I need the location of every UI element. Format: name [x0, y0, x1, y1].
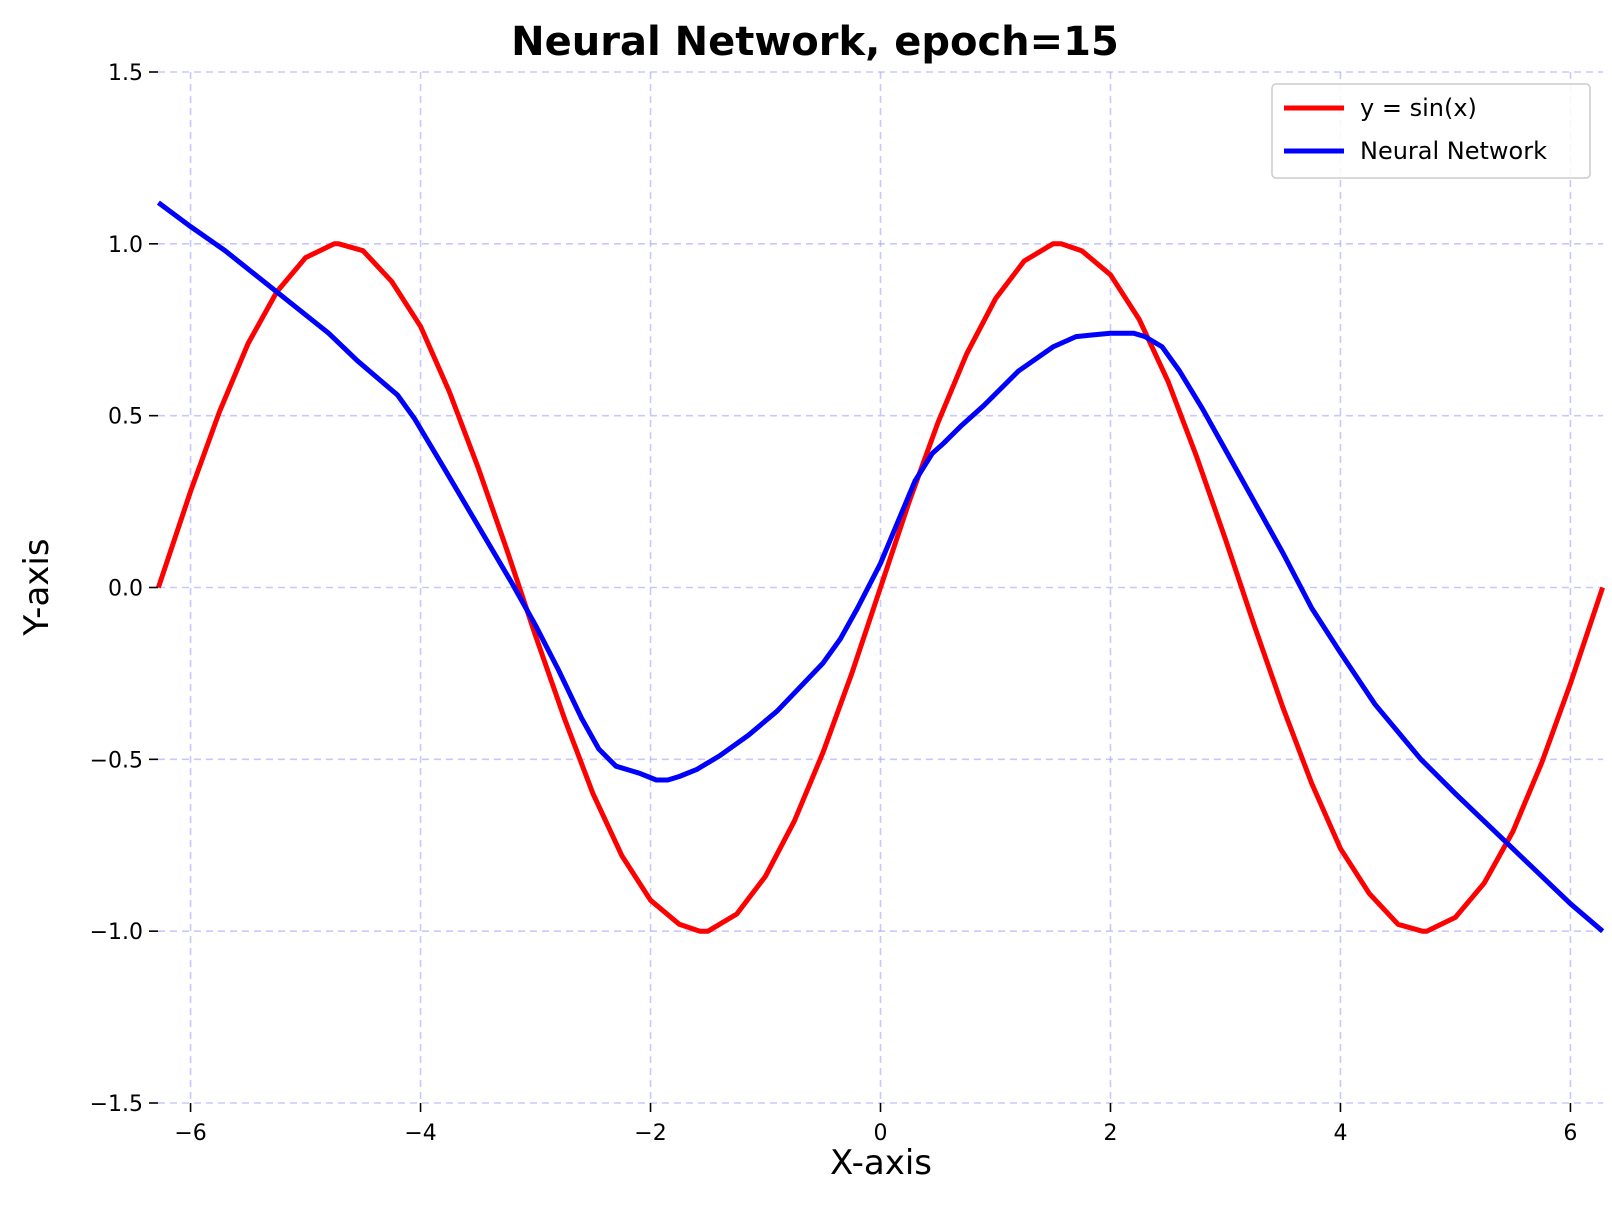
y-axis-label: Y-axis: [17, 538, 57, 636]
x-tick-label: 2: [1103, 1121, 1117, 1146]
legend-label-neural-network: Neural Network: [1360, 137, 1547, 165]
x-tick-label: 0: [874, 1121, 888, 1146]
series-line-sin: [156, 241, 1605, 934]
x-tick-label: −6: [174, 1121, 206, 1146]
grid-lines: [158, 71, 1603, 1104]
legend-label-sin: y = sin(x): [1360, 94, 1477, 122]
x-axis-ticks: −6 −4 −2 0 2 4 6: [174, 1103, 1577, 1146]
y-tick-label: −0.5: [90, 748, 143, 773]
legend: y = sin(x) Neural Network: [1271, 83, 1591, 179]
x-tick-label: −2: [634, 1121, 666, 1146]
y-tick-label: 0.0: [108, 577, 143, 602]
y-tick-label: −1.5: [90, 1092, 143, 1117]
legend-box: [1271, 83, 1591, 179]
y-tick-label: 1.0: [108, 233, 143, 258]
x-axis-label: X-axis: [830, 1143, 932, 1183]
y-axis-ticks: 1.5 1.0 0.5 0.0 −0.5 −1.0 −1.5: [90, 61, 158, 1117]
y-tick-label: 1.5: [108, 61, 143, 86]
series-lines: [156, 200, 1605, 934]
y-tick-label: 0.5: [108, 405, 143, 430]
series-line-neural-network: [156, 200, 1605, 934]
x-tick-label: −4: [404, 1121, 436, 1146]
chart-title: Neural Network, epoch=15: [511, 19, 1119, 65]
x-tick-label: 6: [1563, 1121, 1577, 1146]
y-tick-label: −1.0: [90, 920, 143, 945]
x-tick-label: 4: [1333, 1121, 1347, 1146]
